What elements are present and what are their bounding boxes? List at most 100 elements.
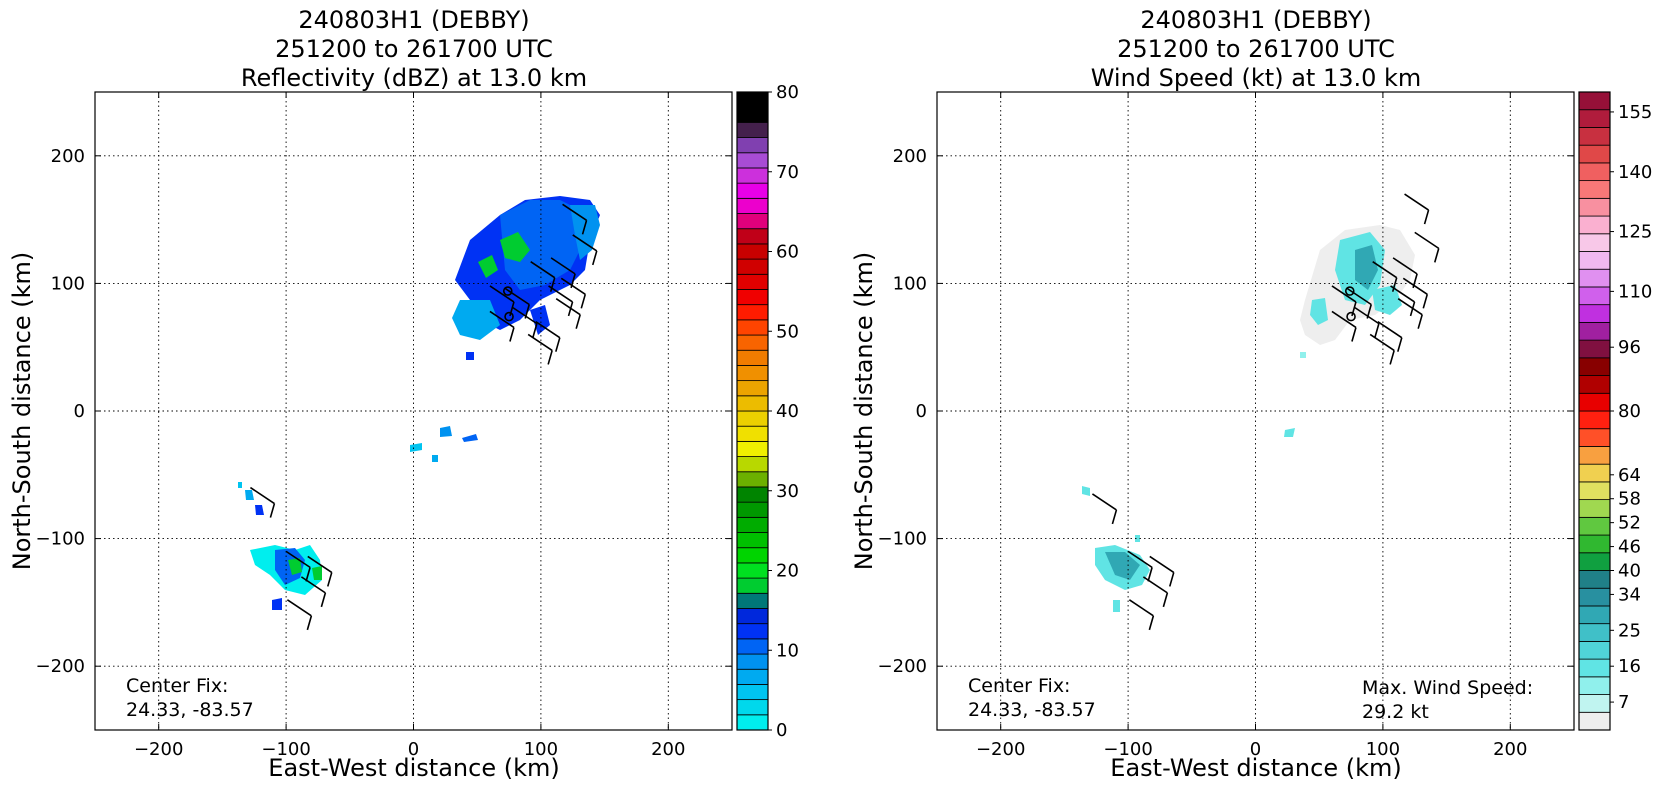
wind-x-tick-label: −100	[1103, 739, 1152, 760]
reflectivity-colorbar-segment	[736, 91, 769, 108]
reflectivity-colorbar-segment	[736, 304, 769, 321]
wind-x-tick-label: −200	[976, 739, 1025, 760]
reflectivity-wind-barbs	[249, 203, 598, 631]
wind-colorbar-segment	[1578, 516, 1611, 536]
wind-colorbar-segment	[1578, 251, 1611, 270]
wind-echo-region	[1105, 552, 1140, 580]
reflectivity-colorbar-segment	[736, 486, 769, 503]
reflectivity-plot-area: −200 −100 0 100 200 −200 −100 0 100 200	[36, 91, 733, 760]
wind-barb	[555, 298, 581, 329]
wind-colorbar-segment	[1578, 144, 1611, 164]
reflectivity-y-tick-label: −200	[36, 656, 85, 677]
reflectivity-colorbar-segment	[736, 471, 769, 488]
wind-colorbar-tick-label: 7	[1618, 692, 1629, 713]
wind-colorbar-segment	[1578, 499, 1611, 518]
wind-y-tick-label: 0	[916, 401, 927, 422]
wind-colorbar-segment	[1578, 91, 1611, 111]
wind-colorbar-tick-label: 16	[1618, 656, 1641, 677]
reflectivity-colorbar-segment	[736, 532, 769, 549]
wind-colorbar-tick-label: 34	[1618, 584, 1641, 605]
wind-colorbar-segment	[1578, 640, 1611, 660]
reflectivity-colorbar-segment	[736, 699, 769, 716]
wind-colorbar-segment	[1578, 552, 1611, 571]
reflectivity-colorbar-segment	[736, 273, 769, 290]
reflectivity-colorbar-segment	[736, 440, 769, 457]
wind-colorbar-segment	[1578, 268, 1611, 288]
reflectivity-echo-region	[478, 255, 498, 278]
max-wind-speed-label: Max. Wind Speed:	[1362, 677, 1533, 699]
wind-x-tick-label: 100	[1366, 739, 1400, 760]
calm-wind-marker	[502, 286, 513, 296]
reflectivity-colorbar-segment	[736, 182, 769, 199]
wind-colorbar-tick-label: 40	[1618, 561, 1641, 582]
wind-y-tick-label: 200	[893, 146, 927, 167]
wind-colorbar-segment	[1578, 605, 1611, 625]
reflectivity-colorbar-tick-label: 80	[776, 82, 799, 103]
reflectivity-colorbar-segment	[736, 714, 769, 731]
reflectivity-y-axis-label: North-South distance (km)	[8, 252, 36, 571]
reflectivity-x-tick-label: −200	[134, 739, 183, 760]
wind-y-axis-label: North-South distance (km)	[850, 252, 878, 571]
reflectivity-echo-region	[432, 455, 438, 462]
reflectivity-echo-region	[466, 352, 474, 360]
wind-colorbar-tick-label: 155	[1618, 102, 1652, 123]
wind-barb	[249, 486, 276, 518]
reflectivity-colorbar-segment	[736, 213, 769, 230]
wind-colorbar-segment	[1578, 676, 1611, 695]
max-wind-speed-value: 29.2 kt	[1362, 701, 1429, 723]
reflectivity-colorbar-segment	[736, 456, 769, 473]
wind-barb	[1414, 231, 1440, 263]
reflectivity-echo-region	[288, 558, 302, 575]
wind-colorbar-segment	[1578, 215, 1611, 235]
reflectivity-echo-region	[255, 505, 264, 515]
wind-colorbar-tick-label: 52	[1618, 513, 1641, 534]
wind-colorbar-segment	[1578, 534, 1611, 554]
wind-colorbar-segment	[1578, 339, 1611, 359]
reflectivity-colorbar-segment	[736, 547, 769, 564]
reflectivity-colorbar-tick-label: 30	[776, 481, 799, 502]
wind-barb	[1128, 599, 1155, 631]
wind-barb	[1397, 298, 1423, 329]
wind-colorbar-segment	[1578, 127, 1611, 146]
wind-colorbar-segment	[1578, 304, 1611, 323]
reflectivity-echo-region	[500, 232, 530, 262]
wind-barb	[1372, 261, 1398, 292]
reflectivity-colorbar-segment	[736, 167, 769, 184]
wind-colorbar-segment	[1578, 410, 1611, 430]
reflectivity-echo-field	[238, 196, 600, 610]
wind-title-line-1: 240803H1 (DEBBY)	[1140, 6, 1371, 34]
reflectivity-colorbar-segment	[736, 137, 769, 154]
wind-barb	[1404, 193, 1430, 225]
reflectivity-colorbar-segment	[736, 228, 769, 245]
wind-colorbar-tick-label: 46	[1618, 537, 1641, 558]
wind-echo-region	[1113, 600, 1120, 612]
wind-echo-region	[1310, 298, 1328, 325]
wind-colorbar-segment	[1578, 428, 1611, 447]
wind-grid	[937, 92, 1574, 730]
reflectivity-colorbar-segment	[736, 638, 769, 655]
reflectivity-y-tick-label: −100	[36, 529, 85, 550]
reflectivity-title-line-3: Reflectivity (dBZ) at 13.0 km	[241, 64, 587, 92]
reflectivity-x-tick-label: 200	[651, 739, 685, 760]
calm-wind-marker	[504, 311, 514, 322]
reflectivity-echo-region	[410, 443, 422, 452]
reflectivity-x-tick-label: 100	[524, 739, 558, 760]
wind-echo-region	[1082, 486, 1090, 496]
wind-echo-region	[1355, 245, 1378, 290]
reflectivity-y-tick-label: 0	[74, 401, 85, 422]
reflectivity-colorbar-tick-label: 20	[776, 561, 799, 582]
wind-title-line-3: Wind Speed (kt) at 13.0 km	[1091, 64, 1422, 92]
reflectivity-colorbar-segment	[736, 395, 769, 412]
reflectivity-grid	[95, 92, 732, 730]
wind-colorbar-tick-label: 58	[1618, 489, 1641, 510]
wind-colorbar-segment	[1578, 286, 1611, 306]
reflectivity-colorbar-segment	[736, 243, 769, 260]
wind-barb	[307, 555, 333, 587]
reflectivity-colorbar: 0 10 20 30 40 50 60 70 80	[736, 82, 799, 741]
wind-colorbar-segment	[1578, 321, 1611, 341]
reflectivity-colorbar-segment	[736, 562, 769, 579]
reflectivity-x-axis-label: East-West distance (km)	[268, 754, 559, 782]
wind-center-fix-label: Center Fix:	[968, 675, 1070, 697]
wind-echo-field	[1082, 225, 1415, 612]
wind-barb	[1149, 555, 1175, 587]
